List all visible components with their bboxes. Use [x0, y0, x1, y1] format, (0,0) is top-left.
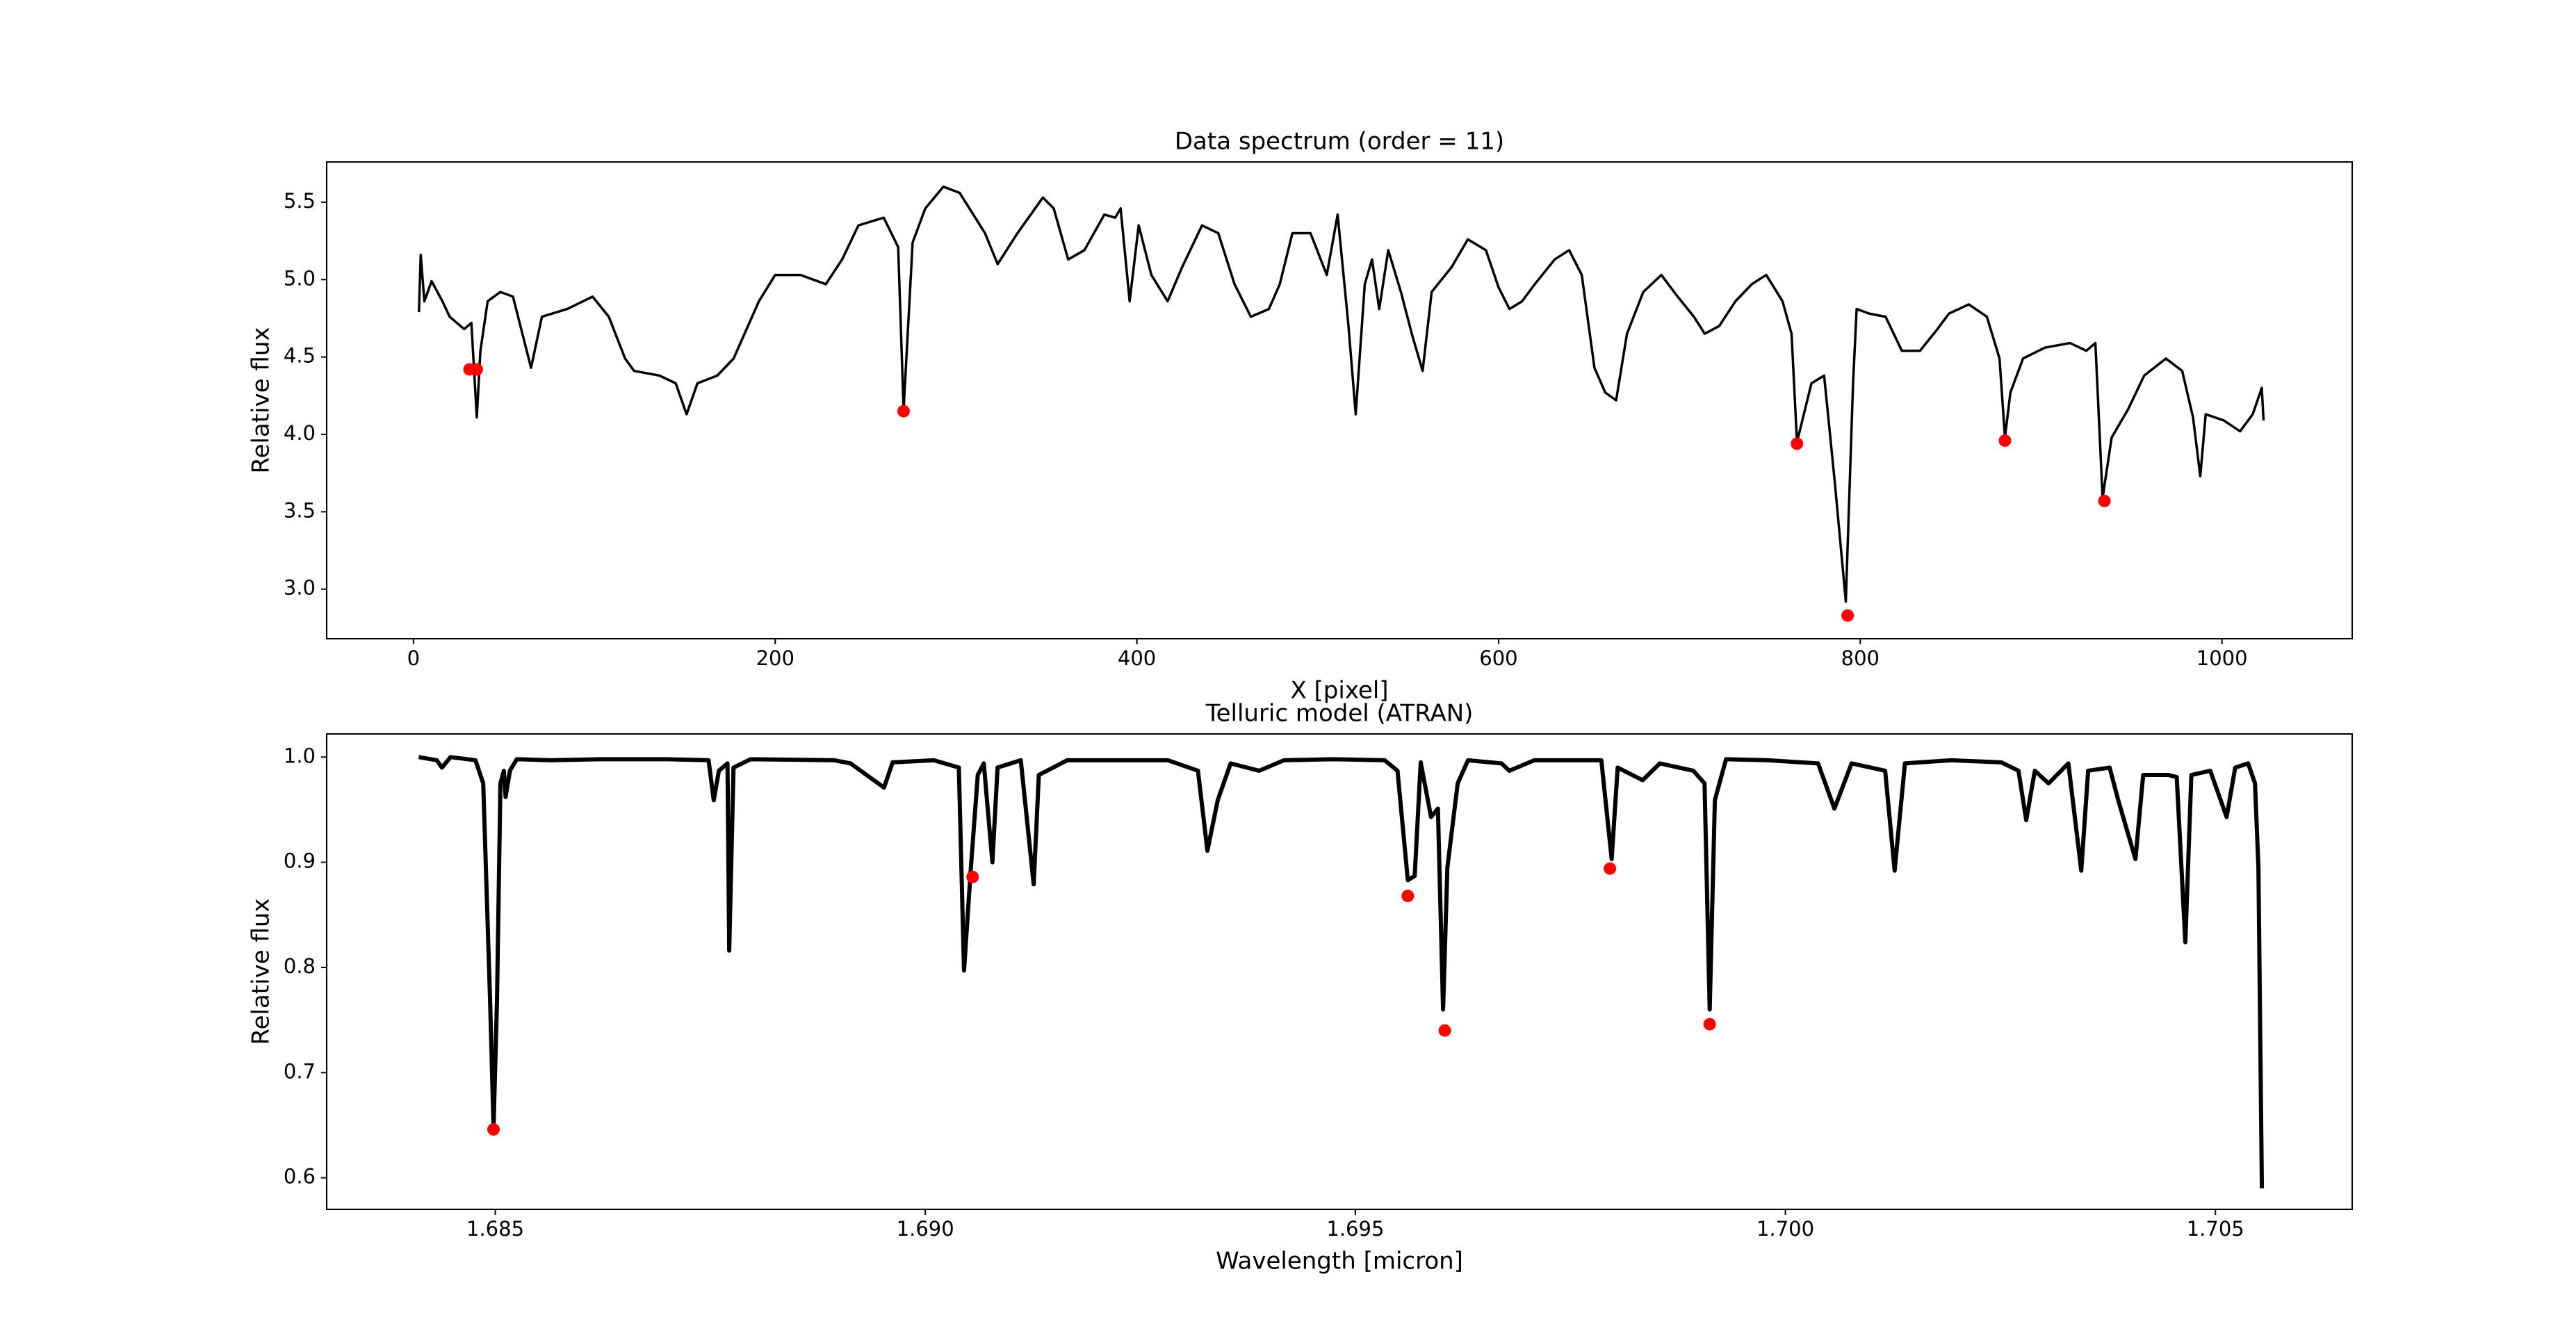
- x-tick-label: 600: [1479, 646, 1517, 670]
- x-tick-label: 1.700: [1756, 1217, 1814, 1241]
- line-marker: [1401, 890, 1415, 903]
- line-marker: [1841, 609, 1854, 622]
- y-axis-label: Relative flux: [247, 898, 275, 1045]
- y-tick-label: 5.0: [284, 266, 316, 290]
- plot-area: [418, 755, 2265, 1188]
- plot-area: [417, 185, 2265, 622]
- x-tick-label: 1.695: [1326, 1217, 1384, 1241]
- x-tick-label: 1.685: [466, 1217, 524, 1241]
- y-tick-label: 0.6: [284, 1165, 316, 1188]
- x-tick-label: 1.690: [897, 1217, 954, 1241]
- x-tick-label: 200: [756, 646, 794, 670]
- line-marker: [487, 1122, 500, 1136]
- line-marker: [1998, 434, 2012, 447]
- y-tick-label: 4.5: [284, 344, 316, 368]
- x-tick-label: 400: [1118, 646, 1156, 670]
- line-marker: [470, 363, 483, 376]
- spectrum-line: [418, 755, 2265, 1188]
- line-marker: [897, 405, 910, 418]
- line-marker: [966, 870, 979, 883]
- line-marker: [2098, 494, 2111, 507]
- spectrum-line: [417, 185, 2265, 603]
- x-tick-label: 1.705: [2187, 1217, 2244, 1241]
- y-tick-label: 0.9: [284, 849, 316, 873]
- line-marker: [1438, 1024, 1451, 1037]
- y-tick-label: 3.5: [284, 498, 316, 522]
- x-axis-label: Wavelength [micron]: [1216, 1248, 1463, 1275]
- x-tick-label: 1000: [2196, 646, 2248, 670]
- axes-frame: [326, 161, 2353, 639]
- y-tick-label: 3.0: [284, 576, 316, 600]
- y-axis-label: Relative flux: [247, 327, 275, 473]
- y-tick-label: 4.0: [284, 421, 316, 445]
- x-axis-label: X [pixel]: [1290, 677, 1388, 705]
- x-tick-label: 800: [1841, 646, 1880, 670]
- line-marker: [1791, 437, 1804, 450]
- x-tick-label: 0: [407, 646, 420, 670]
- y-tick-label: 1.0: [284, 744, 316, 767]
- chart-title: Telluric model (ATRAN): [1205, 700, 1474, 728]
- axes-frame: [326, 733, 2353, 1210]
- y-tick-label: 0.8: [284, 954, 316, 978]
- line-marker: [1703, 1018, 1716, 1031]
- y-tick-label: 5.5: [284, 189, 316, 213]
- y-tick-label: 0.7: [284, 1059, 316, 1083]
- line-marker: [1604, 862, 1617, 875]
- chart-title: Data spectrum (order = 11): [1175, 128, 1504, 156]
